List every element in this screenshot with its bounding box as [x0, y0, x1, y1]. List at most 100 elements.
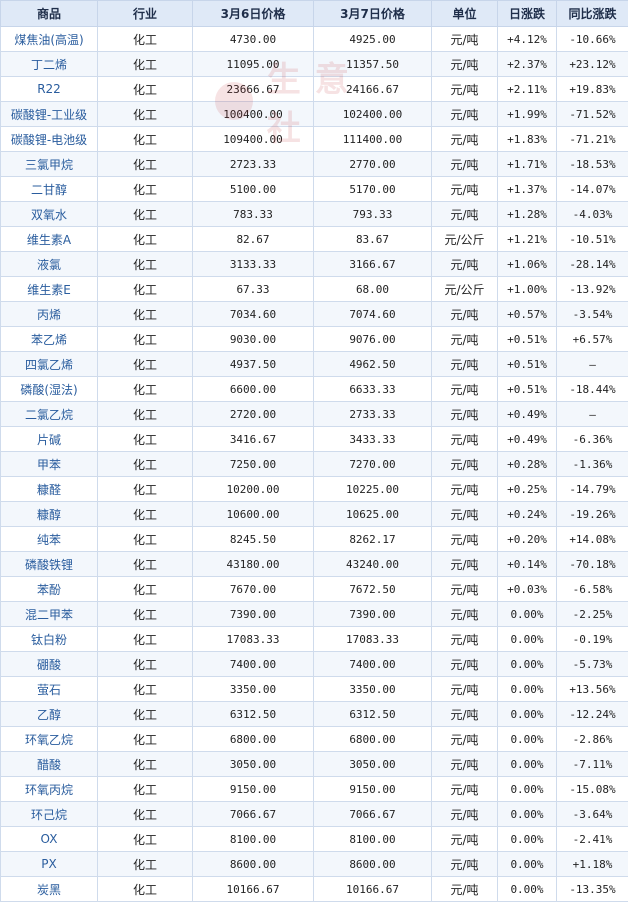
price-mar7-cell: 4925.00 [314, 27, 432, 52]
unit-cell: 元/吨 [432, 702, 498, 727]
yoy-change-cell: +1.18% [557, 852, 628, 877]
price-mar6-cell: 43180.00 [193, 552, 314, 577]
yoy-change-cell: +6.57% [557, 327, 628, 352]
unit-cell: 元/吨 [432, 102, 498, 127]
industry-cell: 化工 [98, 527, 193, 552]
product-name-link[interactable]: 片碱 [1, 427, 98, 452]
product-name-link[interactable]: 乙醇 [1, 702, 98, 727]
product-name-link[interactable]: 苯酚 [1, 577, 98, 602]
daily-change-cell: +0.25% [498, 477, 557, 502]
yoy-change-cell: -15.08% [557, 777, 628, 802]
industry-cell: 化工 [98, 552, 193, 577]
product-name-link[interactable]: 纯苯 [1, 527, 98, 552]
product-name-link[interactable]: 醋酸 [1, 752, 98, 777]
price-mar7-cell: 6800.00 [314, 727, 432, 752]
product-name-link[interactable]: 甲苯 [1, 452, 98, 477]
product-name-link[interactable]: 糠醇 [1, 502, 98, 527]
product-name-link[interactable]: 萤石 [1, 677, 98, 702]
industry-cell: 化工 [98, 627, 193, 652]
price-mar6-cell: 6600.00 [193, 377, 314, 402]
price-mar7-cell: 793.33 [314, 202, 432, 227]
product-name-link[interactable]: 二甘醇 [1, 177, 98, 202]
product-name-link[interactable]: 环己烷 [1, 802, 98, 827]
product-name-link[interactable]: 双氧水 [1, 202, 98, 227]
daily-change-cell: +1.28% [498, 202, 557, 227]
unit-cell: 元/吨 [432, 652, 498, 677]
yoy-change-cell: — [557, 402, 628, 427]
product-name-link[interactable]: 四氯乙烯 [1, 352, 98, 377]
product-name-link[interactable]: 环氧乙烷 [1, 727, 98, 752]
price-mar7-cell: 9076.00 [314, 327, 432, 352]
product-name-link[interactable]: 维生素E [1, 277, 98, 302]
price-mar7-cell: 17083.33 [314, 627, 432, 652]
unit-cell: 元/吨 [432, 727, 498, 752]
yoy-change-cell: -0.19% [557, 627, 628, 652]
product-name-link[interactable]: 糠醛 [1, 477, 98, 502]
price-mar6-cell: 8600.00 [193, 852, 314, 877]
unit-cell: 元/吨 [432, 202, 498, 227]
product-name-link[interactable]: 钛白粉 [1, 627, 98, 652]
price-mar7-cell: 7270.00 [314, 452, 432, 477]
price-mar6-cell: 9030.00 [193, 327, 314, 352]
daily-change-cell: +1.99% [498, 102, 557, 127]
header-product: 商品 [1, 1, 98, 27]
price-mar7-cell: 8262.17 [314, 527, 432, 552]
price-mar6-cell: 5100.00 [193, 177, 314, 202]
industry-cell: 化工 [98, 452, 193, 477]
product-name-link[interactable]: 三氯甲烷 [1, 152, 98, 177]
product-name-link[interactable]: 混二甲苯 [1, 602, 98, 627]
header-industry: 行业 [98, 1, 193, 27]
product-name-link[interactable]: 苯乙烯 [1, 327, 98, 352]
industry-cell: 化工 [98, 27, 193, 52]
header-price-mar6: 3月6日价格 [193, 1, 314, 27]
product-name-link[interactable]: 二氯乙烷 [1, 402, 98, 427]
unit-cell: 元/吨 [432, 27, 498, 52]
industry-cell: 化工 [98, 502, 193, 527]
product-name-link[interactable]: 碳酸锂-工业级 [1, 102, 98, 127]
unit-cell: 元/吨 [432, 827, 498, 852]
product-name-link[interactable]: 维生素A [1, 227, 98, 252]
daily-change-cell: +0.51% [498, 377, 557, 402]
product-name-link[interactable]: 环氧丙烷 [1, 777, 98, 802]
product-name-link[interactable]: 丁二烯 [1, 52, 98, 77]
price-mar7-cell: 11357.50 [314, 52, 432, 77]
yoy-change-cell: -14.79% [557, 477, 628, 502]
price-mar6-cell: 7670.00 [193, 577, 314, 602]
product-name-link[interactable]: 碳酸锂-电池级 [1, 127, 98, 152]
daily-change-cell: +1.00% [498, 277, 557, 302]
product-name-link[interactable]: 丙烯 [1, 302, 98, 327]
yoy-change-cell: -1.36% [557, 452, 628, 477]
product-name-link[interactable]: 磷酸铁锂 [1, 552, 98, 577]
unit-cell: 元/吨 [432, 877, 498, 902]
unit-cell: 元/吨 [432, 352, 498, 377]
yoy-change-cell: -19.26% [557, 502, 628, 527]
industry-cell: 化工 [98, 427, 193, 452]
daily-change-cell: +0.14% [498, 552, 557, 577]
price-mar7-cell: 6312.50 [314, 702, 432, 727]
unit-cell: 元/吨 [432, 127, 498, 152]
price-mar6-cell: 7390.00 [193, 602, 314, 627]
daily-change-cell: 0.00% [498, 602, 557, 627]
yoy-change-cell: -28.14% [557, 252, 628, 277]
product-name-link[interactable]: OX [1, 827, 98, 852]
product-name-link[interactable]: 液氯 [1, 252, 98, 277]
product-name-link[interactable]: 磷酸(湿法) [1, 377, 98, 402]
product-name-link[interactable]: 煤焦油(高温) [1, 27, 98, 52]
product-name-link[interactable]: 硼酸 [1, 652, 98, 677]
product-name-link[interactable]: PX [1, 852, 98, 877]
price-mar7-cell: 7066.67 [314, 802, 432, 827]
product-name-link[interactable]: R22 [1, 77, 98, 102]
daily-change-cell: +0.51% [498, 327, 557, 352]
product-name-link[interactable]: 炭黑 [1, 877, 98, 902]
